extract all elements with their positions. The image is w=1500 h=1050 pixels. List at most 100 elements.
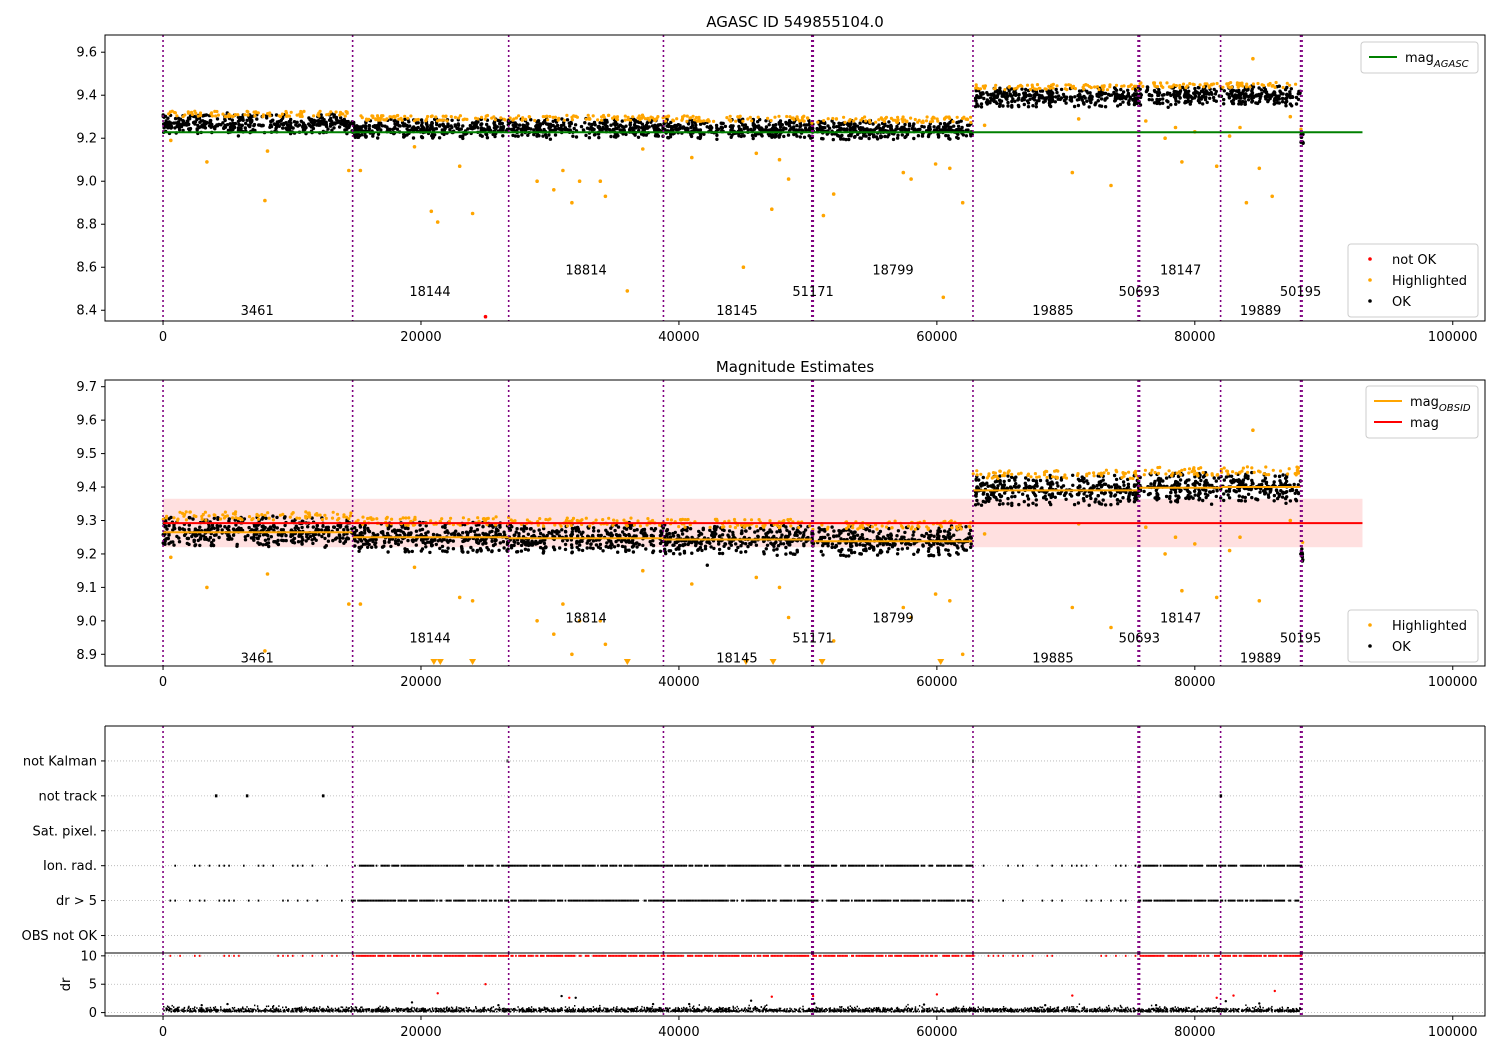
ok-point (1222, 97, 1226, 102)
ok-point (700, 548, 704, 553)
ok-point (557, 127, 562, 131)
highlighted-point (183, 113, 187, 117)
highlighted-point (224, 115, 229, 119)
highlighted-point (445, 119, 449, 123)
ok-point (807, 126, 812, 131)
ok-point (203, 537, 207, 541)
ok-point (209, 527, 213, 531)
ok-point (198, 543, 202, 548)
highlighted-point (1169, 85, 1173, 89)
ok-point (681, 543, 685, 547)
ok-point (985, 91, 989, 95)
ok-point (1278, 89, 1282, 93)
highlighted-point (791, 116, 795, 120)
highlighted-point (493, 118, 497, 122)
ok-point (557, 534, 562, 538)
ok-point (420, 135, 425, 140)
ok-point (867, 542, 872, 546)
ok-point (1013, 99, 1017, 104)
ok-point (734, 542, 738, 546)
ok-point (201, 119, 205, 123)
ok-point (507, 127, 511, 131)
ok-point (844, 137, 848, 142)
ok-point (522, 524, 527, 529)
ok-point (479, 549, 483, 553)
ok-point (441, 123, 445, 127)
ok-point (769, 530, 774, 534)
ok-point (357, 549, 361, 553)
ok-point (672, 543, 676, 547)
highlighted-point (649, 115, 653, 119)
ok-point (596, 533, 601, 538)
ok-point (784, 534, 788, 538)
ok-point (276, 122, 280, 126)
ok-point (798, 531, 802, 535)
ok-point (678, 544, 682, 548)
ok-point (374, 541, 378, 545)
highlighted-point (966, 117, 970, 122)
ok-point (878, 550, 882, 555)
ok-point (241, 116, 245, 121)
ok-point (921, 544, 925, 548)
ok-point (864, 547, 868, 551)
ok-point (402, 135, 406, 139)
ok-point (587, 538, 592, 542)
ok-point (592, 133, 597, 137)
ok-point (570, 551, 574, 555)
ok-point (232, 125, 237, 130)
highlighted-point (1065, 88, 1069, 92)
ok-point (260, 123, 264, 128)
ok-point (332, 115, 336, 119)
ok-point (263, 538, 268, 542)
highlighted-point (909, 177, 913, 181)
obsid-label: 19885 (1032, 304, 1073, 319)
ok-point (762, 550, 766, 554)
ok-point (1161, 101, 1165, 105)
highlighted-point (831, 192, 836, 196)
highlighted-point (647, 118, 652, 122)
ok-point (513, 540, 517, 544)
ok-point (431, 128, 435, 132)
ok-point (475, 540, 479, 544)
highlighted-point (631, 115, 635, 119)
highlighted-point (343, 114, 347, 118)
ok-point (1068, 98, 1072, 102)
ok-point (453, 124, 458, 128)
ok-point (688, 527, 693, 531)
ok-point (547, 531, 551, 535)
ok-point (270, 118, 274, 123)
highlighted-point (976, 87, 980, 91)
highlighted-point (682, 114, 686, 118)
ok-point (487, 126, 492, 131)
highlighted-point (962, 115, 966, 119)
ok-point (542, 526, 546, 531)
ok-point (624, 548, 628, 552)
ok-point (875, 544, 880, 548)
highlighted-point (777, 114, 781, 118)
highlighted-point (266, 112, 270, 116)
highlighted-point (1198, 83, 1202, 87)
ok-point (591, 546, 595, 551)
ok-point (204, 122, 208, 126)
highlighted-point (667, 114, 671, 118)
highlighted-point (367, 117, 371, 121)
ok-point (597, 135, 601, 140)
ok-point (935, 127, 939, 132)
highlighted-point (260, 513, 264, 517)
ok-point (889, 533, 893, 538)
ok-point (727, 529, 732, 533)
ok-point (789, 120, 793, 125)
ok-point (438, 546, 442, 551)
ok-point (372, 533, 377, 537)
ok-point (973, 104, 978, 109)
highlighted-point (175, 114, 179, 118)
ok-point (1127, 102, 1131, 106)
ok-point (365, 539, 369, 544)
ok-point (346, 537, 351, 541)
ok-point (172, 121, 176, 125)
ok-point (896, 529, 901, 533)
highlighted-point (557, 116, 561, 120)
ok-point (1277, 94, 1281, 98)
ok-point (541, 134, 545, 138)
highlighted-point (514, 116, 519, 120)
